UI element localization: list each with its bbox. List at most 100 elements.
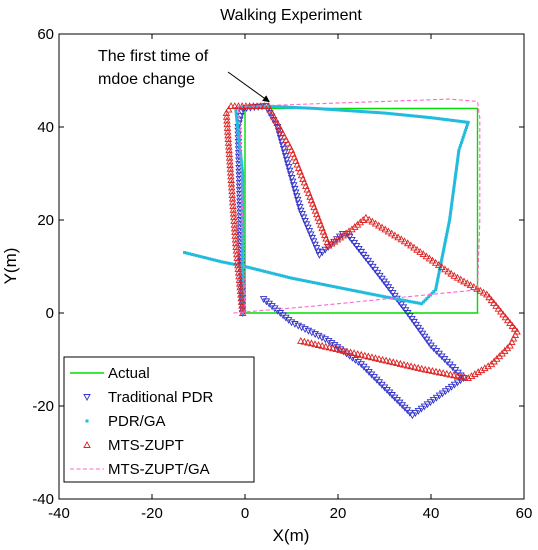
pdr-ga-point [300, 106, 304, 110]
mts-zupt-point [470, 283, 478, 290]
y-tick-label: -20 [32, 398, 54, 415]
mts-zupt-point [444, 267, 452, 275]
mts-zupt-point [237, 294, 245, 302]
mts-zupt-point [434, 261, 443, 268]
pdr-ga-point [425, 296, 429, 300]
mts-zupt-point [277, 125, 285, 133]
mts-zupt-point [234, 265, 243, 272]
pdr-ga-point [454, 168, 458, 172]
traditional-pdr-point [327, 340, 336, 347]
mts-zupt-point [447, 269, 455, 277]
pdr-ga-point [197, 254, 201, 258]
pdr-ga-point [385, 295, 389, 299]
traditional-pdr-point [414, 407, 423, 415]
mts-zupt-point [285, 142, 294, 150]
traditional-pdr-point [312, 245, 321, 253]
pdr-ga-point [405, 299, 409, 303]
pdr-ga-point [202, 256, 206, 260]
y-tick-label: 0 [46, 305, 54, 322]
traditional-pdr-point [380, 384, 389, 392]
pdr-ga-point [430, 291, 434, 295]
pdr-ga-point [241, 252, 245, 256]
mts-zupt-point [410, 243, 418, 251]
pdr-ga-point [464, 128, 468, 132]
pdr-ga-point [380, 111, 384, 115]
pdr-ga-point [272, 105, 276, 109]
traditional-pdr-point [432, 394, 441, 402]
pdr-ga-point [356, 289, 360, 293]
pdr-ga-point [220, 260, 224, 264]
pdr-ga-point [290, 276, 293, 280]
mts-zupt-point [503, 344, 512, 352]
pdr-ga-point [452, 186, 456, 190]
pdr-ga-point [312, 281, 316, 285]
pdr-ga-point [234, 111, 238, 115]
pdr-ga-point [210, 257, 214, 261]
mts-zupt-point [229, 205, 238, 213]
pdr-ga-point [235, 119, 239, 123]
pdr-ga-point [254, 105, 258, 109]
pdr-ga-point [455, 161, 459, 165]
traditional-pdr-point [268, 303, 276, 310]
mts-zupt-point [330, 237, 339, 245]
mts-zupt-point [506, 341, 514, 349]
mts-zupt-point [324, 241, 333, 249]
pdr-ga-point [450, 203, 454, 207]
traditional-pdr-point [291, 189, 300, 197]
mts-zupt-point [231, 231, 239, 239]
pdr-ga-point [241, 228, 245, 232]
mts-zupt-point [233, 257, 242, 265]
traditional-pdr-point [235, 164, 243, 172]
mts-zupt-point [238, 301, 246, 309]
pdr-ga-point [443, 240, 447, 244]
pdr-ga-point [207, 257, 211, 261]
traditional-pdr-point [307, 231, 315, 239]
pdr-ga-point [442, 248, 446, 252]
pdr-ga-point [437, 273, 441, 277]
pdr-ga-point [380, 294, 384, 298]
legend-box [63, 356, 255, 483]
pdr-ga-point [234, 109, 238, 113]
pdr-ga-point [436, 278, 440, 282]
pdr-ga-point [333, 108, 337, 112]
traditional-pdr-point [453, 379, 462, 387]
pdr-ga-point [263, 269, 267, 273]
pdr-ga-point [248, 266, 252, 270]
mts-zupt-point [501, 313, 510, 321]
pdr-ga-point [244, 106, 248, 110]
axes-box [58, 33, 525, 500]
annotation-arrow [227, 71, 270, 103]
mts-zupt-point [494, 304, 503, 312]
traditional-pdr-point [365, 368, 373, 376]
pdr-ga-point [439, 260, 443, 264]
pdr-ga-point [339, 108, 343, 112]
mts-zupt-point [235, 272, 243, 280]
mts-zupt-point [284, 139, 292, 147]
pdr-ga-point [236, 126, 240, 130]
traditional-pdr-point [273, 124, 282, 131]
pdr-ga-point [287, 276, 291, 280]
traditional-pdr-point [235, 183, 244, 191]
mts-zupt-point [227, 183, 236, 191]
mts-zupt-point [333, 235, 342, 243]
pdr-ga-point [253, 267, 257, 271]
pdr-ga-point [449, 211, 453, 215]
mts-zupt-point [231, 228, 239, 236]
legend-entry-mts-zupt-ga: MTS-ZUPT/GA [70, 461, 210, 478]
pdr-ga-point [427, 295, 431, 299]
traditional-pdr-point [296, 204, 304, 212]
pdr-ga-point [267, 271, 271, 275]
pdr-ga-point [240, 166, 244, 170]
pdr-ga-point [348, 288, 352, 292]
traditional-pdr-point [297, 207, 305, 215]
traditional-pdr-point [370, 374, 378, 382]
pdr-ga-point [429, 116, 433, 120]
traditional-pdr-point [308, 329, 316, 337]
pdr-ga-point [326, 107, 330, 111]
pdr-ga-point [321, 107, 324, 111]
pdr-ga-point [446, 228, 450, 232]
pdr-ga-point [365, 291, 369, 295]
mts-zupt-point [493, 354, 501, 362]
mts-zupt-point [378, 223, 386, 231]
